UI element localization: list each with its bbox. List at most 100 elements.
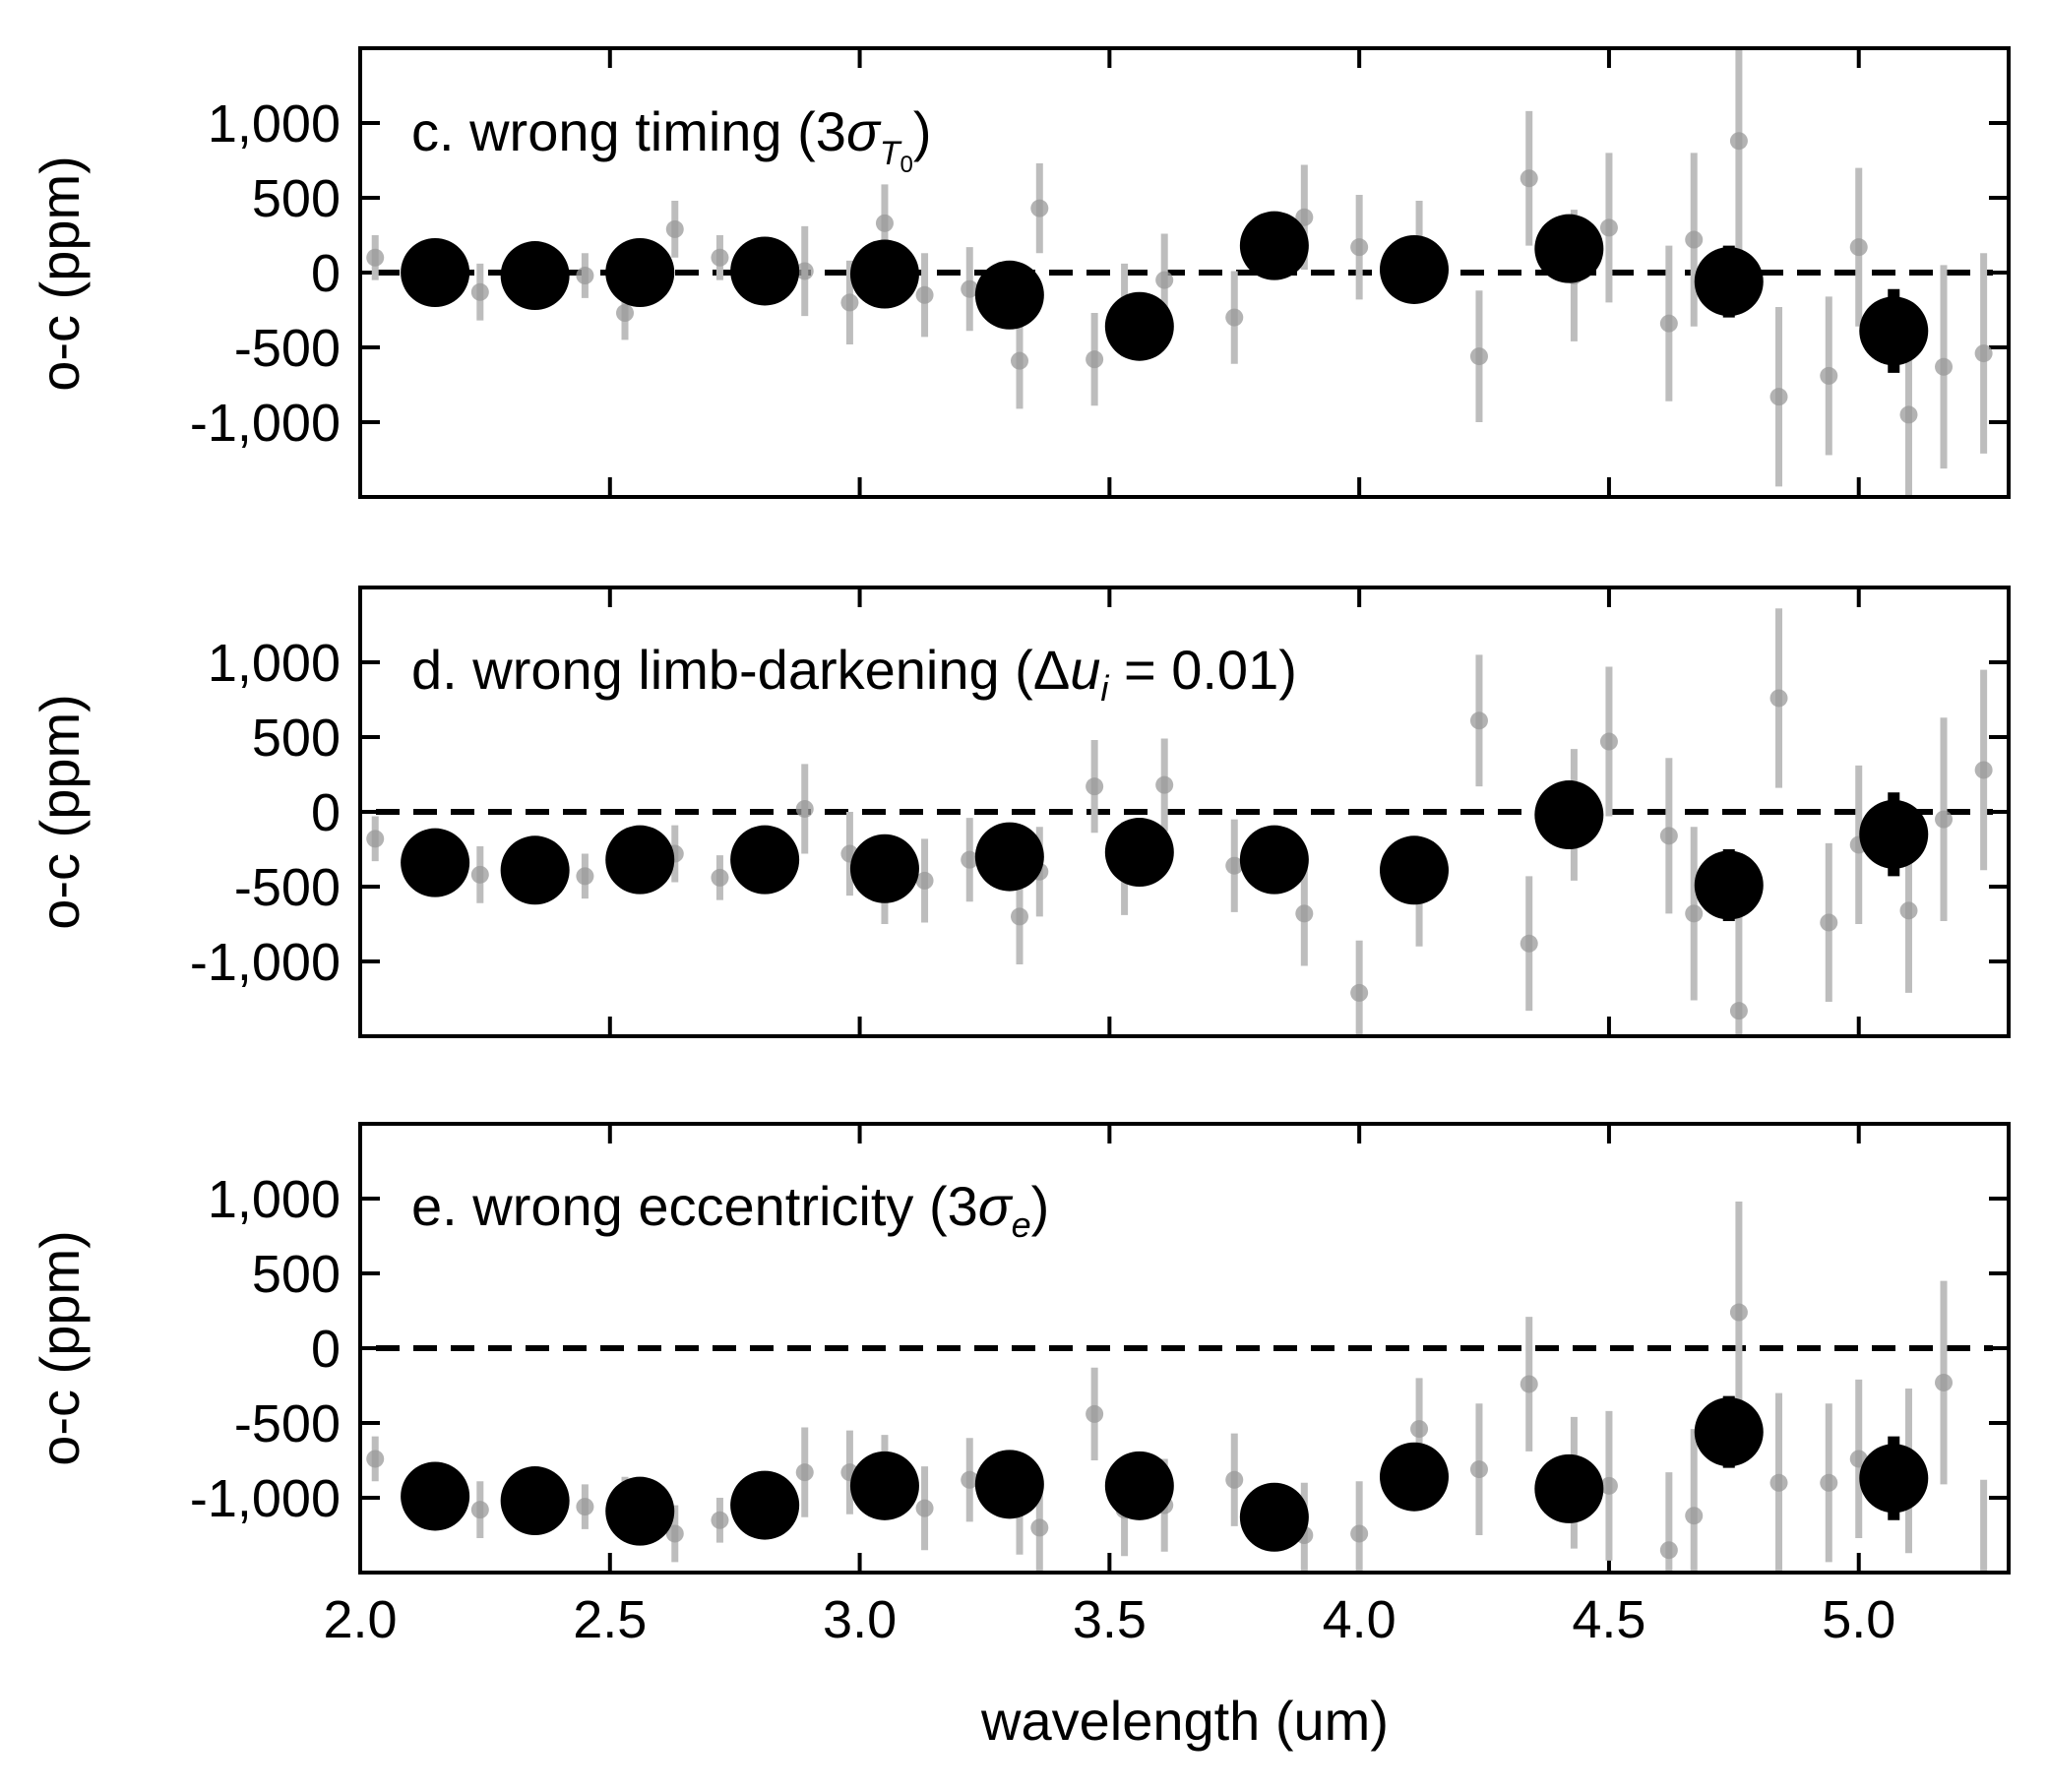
ytick-label: 500	[252, 1245, 341, 1304]
panel-c-unbinned-series	[366, 48, 1993, 497]
unbinned-point	[961, 279, 979, 298]
binned-point	[1859, 1444, 1929, 1514]
binned-point	[1104, 291, 1174, 361]
unbinned-point	[1155, 271, 1174, 289]
unbinned-point	[875, 214, 894, 232]
ytick-label: -500	[234, 319, 341, 378]
xtick-label: 4.0	[1323, 1590, 1396, 1649]
unbinned-point	[1295, 904, 1314, 923]
unbinned-point	[915, 1499, 934, 1517]
binned-point	[1694, 247, 1764, 317]
panel-d-binned-series	[401, 780, 1929, 921]
unbinned-point	[795, 799, 814, 818]
panel-c-ylabel: o-c (ppm)	[29, 155, 91, 392]
unbinned-point	[366, 830, 385, 848]
ytick-label: -500	[234, 1394, 341, 1453]
unbinned-point	[1769, 1473, 1788, 1492]
unbinned-point	[1820, 1473, 1838, 1492]
ytick-label: 1,000	[208, 634, 341, 693]
panel-d-ylabel: o-c (ppm)	[29, 694, 91, 930]
panel-e-xtick-labels: 2.0 2.5 3.0 3.5 4.0 4.5 5.0	[323, 1590, 1895, 1649]
binned-point	[401, 1461, 470, 1531]
unbinned-point	[1729, 1303, 1748, 1322]
unbinned-point	[1599, 218, 1618, 237]
x-axis-label: wavelength (um)	[980, 1690, 1389, 1752]
unbinned-point	[1599, 732, 1618, 751]
panel-e-xticks	[358, 1124, 1861, 1573]
unbinned-point	[1350, 983, 1369, 1002]
unbinned-point	[1469, 347, 1488, 366]
unbinned-point	[1659, 1541, 1678, 1560]
binned-point	[1104, 1451, 1174, 1520]
unbinned-point	[576, 267, 594, 285]
unbinned-point	[1729, 132, 1748, 151]
binned-point	[849, 834, 919, 903]
panel-c-yticks: -1,000 -500 0 500 1,000	[190, 94, 2009, 453]
unbinned-point	[1350, 238, 1369, 257]
binned-point	[500, 1466, 570, 1536]
unbinned-point	[1849, 238, 1868, 257]
binned-point	[1859, 296, 1929, 366]
binned-point	[1239, 211, 1309, 280]
unbinned-point	[795, 1463, 814, 1482]
unbinned-point	[576, 867, 594, 886]
binned-point	[1379, 234, 1449, 304]
unbinned-point	[1685, 1507, 1704, 1525]
unbinned-point	[1030, 1518, 1049, 1537]
panel-e-frame	[358, 1122, 2011, 1575]
unbinned-point	[1520, 169, 1538, 188]
unbinned-point	[1086, 1404, 1104, 1423]
unbinned-point	[576, 1498, 594, 1516]
panel-e-binned-series	[401, 1395, 1929, 1552]
panel-d-frame	[358, 586, 2011, 1038]
binned-point	[730, 236, 800, 306]
ytick-label: 500	[252, 169, 341, 228]
unbinned-point	[470, 865, 489, 884]
unbinned-point	[711, 248, 729, 267]
panel-d-annotation: d. wrong limb-darkening (Δui = 0.01)	[411, 639, 1297, 709]
unbinned-point	[915, 871, 934, 890]
unbinned-point	[1935, 1373, 1954, 1391]
ytick-label: -500	[234, 858, 341, 917]
binned-point	[849, 1451, 919, 1520]
unbinned-point	[1225, 308, 1244, 327]
unbinned-point	[1820, 366, 1838, 385]
unbinned-point	[840, 293, 859, 312]
xtick-label: 4.5	[1572, 1590, 1645, 1649]
unbinned-point	[1350, 1524, 1369, 1543]
unbinned-point	[616, 304, 635, 323]
binned-point	[1534, 214, 1604, 283]
unbinned-point	[1086, 777, 1104, 796]
unbinned-point	[1974, 761, 1993, 779]
panel-d-yticks: -1,000 -500 0 500 1,000	[190, 634, 2009, 992]
unbinned-point	[1469, 1460, 1488, 1479]
unbinned-point	[470, 1501, 489, 1519]
unbinned-point	[1769, 388, 1788, 406]
unbinned-point	[366, 1450, 385, 1468]
unbinned-point	[795, 262, 814, 280]
panel-c: o-c (ppm) -1,000 -500 0 500 1,000 c. wrong t…	[29, 46, 2011, 499]
binned-point	[500, 241, 570, 311]
unbinned-point	[1935, 357, 1954, 376]
binned-point	[401, 238, 470, 307]
xtick-label: 3.5	[1073, 1590, 1147, 1649]
unbinned-point	[470, 282, 489, 301]
unbinned-point	[711, 868, 729, 887]
ytick-label: -1,000	[190, 394, 341, 453]
panel-e: o-c (ppm) -1,000 -500 0 500 1,000 e. wrong e…	[29, 1122, 2011, 1649]
unbinned-point	[1769, 689, 1788, 708]
binned-point	[849, 239, 919, 309]
panel-e-annotation: e. wrong eccentricity (3σe)	[411, 1175, 1049, 1245]
unbinned-point	[1899, 901, 1918, 920]
unbinned-point	[1659, 827, 1678, 845]
unbinned-point	[665, 219, 684, 238]
xtick-label: 2.0	[323, 1590, 397, 1649]
binned-point	[605, 1476, 675, 1546]
unbinned-point	[915, 285, 934, 304]
binned-point	[1859, 799, 1929, 869]
unbinned-point	[1469, 711, 1488, 730]
binned-point	[605, 825, 675, 895]
unbinned-point	[1155, 775, 1174, 794]
unbinned-point	[366, 248, 385, 267]
